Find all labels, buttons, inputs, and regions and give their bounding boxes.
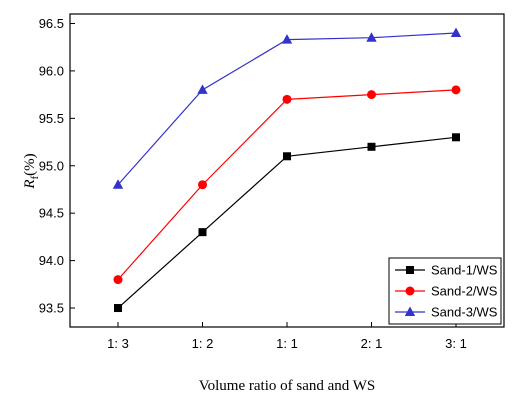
x-axis-ticks: 1: 3 1: 2 1: 1 2: 1 3: 1 [107, 322, 467, 351]
data-point [198, 228, 207, 237]
data-point [197, 84, 208, 94]
series-sand-2-ws [113, 85, 461, 285]
legend-marker [405, 286, 415, 296]
legend-entry: Sand-2/WS [395, 284, 498, 299]
x-tick-label: 1: 1 [276, 336, 298, 351]
data-point [283, 152, 291, 161]
data-point [451, 85, 461, 95]
legend-label: Sand-1/WS [431, 263, 498, 278]
y-axis-label: Rf(%) [22, 153, 41, 189]
legend: Sand-1/WS Sand-2/WS Sand-3/WS [388, 257, 502, 325]
y-tick-label: 94.5 [39, 206, 64, 221]
series-sand-3-ws [112, 27, 462, 189]
x-tick-label: 2: 1 [361, 336, 383, 351]
series-layer [112, 27, 462, 313]
data-point [282, 94, 292, 104]
data-point [367, 90, 376, 100]
y-tick-label: 96.0 [39, 63, 64, 78]
legend-marker [406, 266, 414, 274]
y-tick-label: 95.0 [39, 158, 64, 173]
x-axis-label: Volume ratio of sand and WS [199, 378, 376, 394]
data-point [281, 34, 293, 44]
series-line [117, 32, 457, 186]
data-point [114, 304, 122, 313]
data-point [367, 142, 376, 151]
data-point [198, 180, 207, 190]
x-tick-label: 1: 2 [192, 336, 214, 351]
y-tick-label: 96.5 [39, 16, 64, 31]
legend-label: Sand-2/WS [431, 284, 498, 299]
x-tick-label: 1: 3 [107, 336, 129, 351]
legend-entry: Sand-1/WS [395, 263, 498, 278]
y-tick-label: 94.0 [39, 253, 64, 268]
legend-marker [404, 306, 416, 316]
y-tick-label: 95.5 [39, 111, 64, 126]
series-sand-1-ws [114, 133, 460, 313]
y-axis-label-main: R [22, 180, 38, 190]
legend-label: Sand-3/WS [431, 305, 498, 320]
y-tick-label: 93.5 [39, 301, 64, 316]
x-tick-label: 3: 1 [445, 336, 467, 351]
y-axis-ticks: 93.5 94.0 94.5 95.0 95.5 96.0 96.5 [39, 16, 75, 316]
legend-entry: Sand-3/WS [395, 305, 498, 320]
data-point [450, 27, 462, 37]
series-line [117, 89, 457, 280]
data-point [366, 32, 377, 42]
data-point [452, 133, 460, 142]
data-point [112, 179, 124, 189]
data-point [113, 275, 123, 285]
y-axis-label-subscript: f [29, 176, 41, 180]
y-axis-label-unit: (%) [22, 153, 38, 176]
